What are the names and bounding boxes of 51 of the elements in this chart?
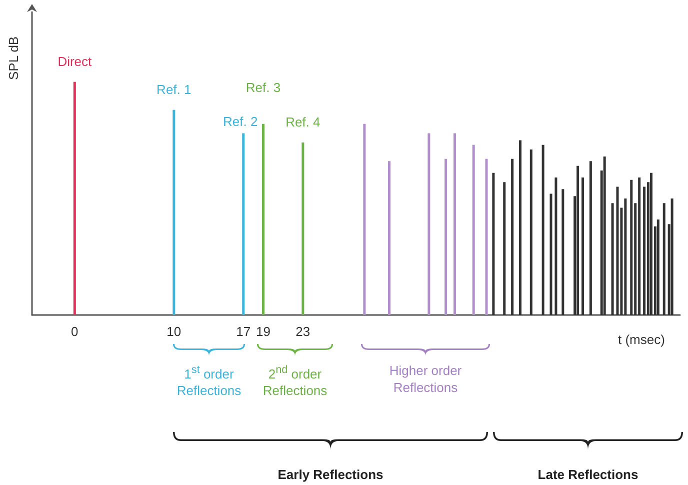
bar: [662, 203, 666, 315]
bar: [562, 189, 564, 315]
bar: [616, 186, 619, 315]
text: Early Reflections: [278, 466, 384, 483]
bar: [503, 182, 506, 315]
series-label: Ref. 4: [286, 114, 320, 130]
bar: [444, 158, 448, 315]
y-axis-title: SPL dB: [6, 36, 21, 80]
text: 1$^{st}$ order Reflections: [176, 363, 242, 400]
bar: [550, 194, 552, 315]
x-tick-label: 23: [296, 324, 310, 339]
bar: [518, 140, 522, 315]
bar: [302, 142, 304, 315]
bar: [624, 198, 627, 315]
bar: [363, 124, 366, 315]
bar: [554, 177, 558, 315]
bar: [242, 133, 245, 315]
bar: [576, 166, 580, 315]
bar: [428, 133, 430, 315]
x-tick-label: 0: [71, 324, 78, 339]
x-tick-label: 19: [256, 324, 270, 339]
bar: [73, 82, 76, 315]
bar: [650, 172, 652, 315]
bar: [670, 198, 674, 315]
text: Late Reflections: [538, 466, 638, 483]
text: Higher order Reflections: [389, 362, 462, 396]
bar: [388, 161, 390, 315]
bar: [542, 144, 544, 315]
x-axis-title: t (msec): [618, 332, 665, 347]
bar: [589, 161, 592, 315]
bar: [630, 180, 633, 315]
series-label: Ref. 1: [156, 82, 192, 97]
text: 2$^{nd}$ order Reflections: [262, 363, 328, 400]
text: Ref. 3: [246, 80, 281, 95]
series-label: Direct: [58, 54, 92, 69]
bar: [511, 158, 514, 315]
bar: [603, 156, 606, 315]
bar: [172, 110, 176, 315]
bar: [262, 124, 264, 315]
bar: [492, 172, 495, 315]
bar: [472, 144, 475, 315]
bar: [453, 133, 456, 315]
bar: [611, 203, 614, 315]
bar: [582, 177, 584, 315]
x-tick-label: 17: [236, 324, 251, 339]
bar: [485, 158, 488, 315]
bar: [656, 219, 660, 315]
bar: [638, 177, 641, 315]
series-label: Ref. 2: [223, 114, 258, 130]
bar: [530, 150, 532, 315]
x-tick-label: 10: [166, 324, 182, 339]
